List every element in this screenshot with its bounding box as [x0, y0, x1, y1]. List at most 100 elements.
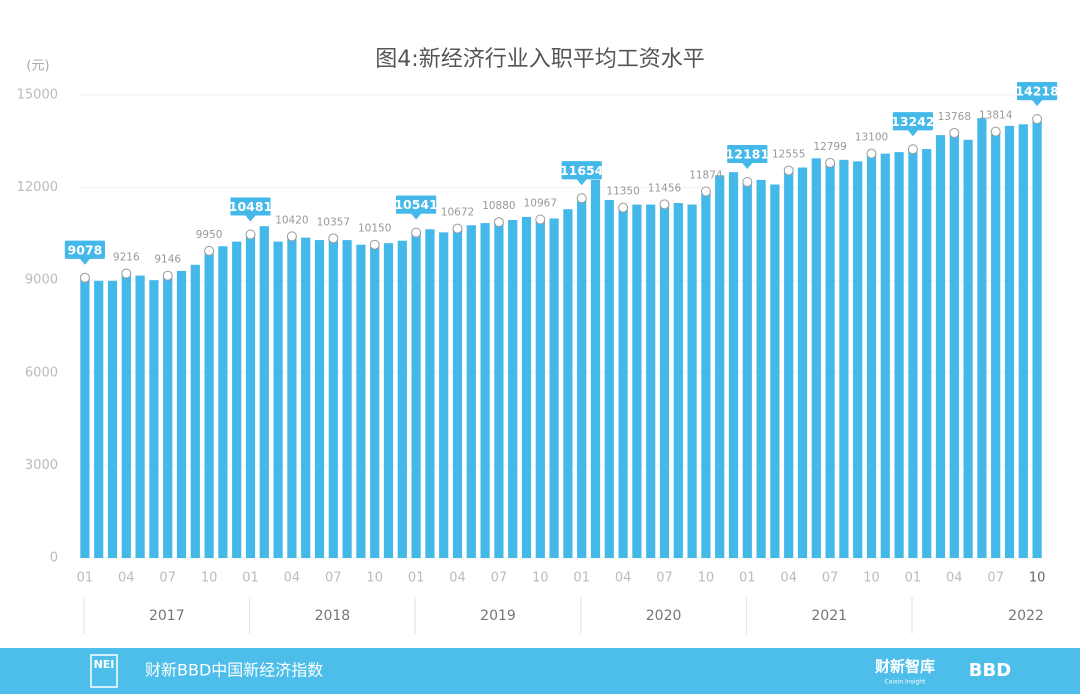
point-marker [535, 214, 546, 225]
data-label: 9216 [113, 252, 140, 264]
x-tick-label: 04 [615, 571, 632, 586]
bar [922, 149, 932, 558]
point-marker [907, 144, 918, 155]
bar [770, 184, 780, 558]
bar [563, 209, 573, 558]
point-marker [121, 268, 132, 279]
bar [80, 277, 90, 558]
data-label: 10420 [275, 214, 308, 226]
highlight-label: 13242 [891, 114, 935, 129]
bar [1018, 124, 1028, 558]
point-marker [990, 126, 1001, 137]
bar [94, 280, 104, 558]
bar [508, 220, 518, 558]
index-name: 财新BBD中国新经济指数 [145, 661, 323, 680]
highlight-box [1017, 82, 1058, 101]
year-label: 2020 [646, 608, 682, 624]
point-marker [369, 239, 380, 250]
x-tick-label: 04 [449, 571, 466, 586]
bar [328, 238, 338, 558]
point-marker [825, 157, 836, 168]
bar [535, 219, 545, 558]
data-label: 9950 [196, 229, 223, 241]
point-marker [452, 223, 463, 234]
point-marker [618, 202, 629, 213]
highlight-label: 9078 [68, 242, 103, 257]
x-tick-label: 04 [946, 571, 963, 586]
bar [521, 216, 532, 558]
bar [784, 170, 794, 558]
bar [549, 218, 559, 558]
data-label: 10150 [358, 223, 391, 235]
bar [356, 244, 366, 558]
bar [411, 232, 421, 558]
brand-sub: Caixin Insight [885, 679, 926, 686]
bar [273, 241, 283, 558]
point-marker [245, 229, 256, 240]
highlight-box [396, 195, 437, 214]
data-label: 12555 [772, 148, 805, 160]
bar [163, 275, 173, 558]
bar [866, 153, 877, 558]
footer-band [0, 648, 1080, 694]
highlight-label: 11654 [560, 163, 604, 178]
bar [245, 234, 256, 559]
bar [590, 179, 601, 558]
highlight-box [727, 145, 768, 164]
chart-title: 图4:新经济行业入职平均工资水平 [375, 47, 704, 72]
y-tick-label: 0 [50, 551, 58, 566]
year-label: 2017 [149, 608, 185, 624]
bar [452, 228, 463, 558]
bar [701, 191, 711, 558]
point-marker [79, 272, 90, 283]
bar [604, 199, 614, 559]
bar [107, 280, 118, 558]
logo: NEI [94, 658, 115, 671]
data-label: 9146 [154, 254, 181, 266]
data-label: 11350 [606, 186, 639, 198]
x-tick-label: 10 [1029, 571, 1046, 586]
point-marker [328, 233, 339, 244]
y-tick-label: 9000 [25, 273, 58, 288]
bar [935, 135, 946, 559]
data-label: 12799 [813, 141, 846, 153]
bar [646, 204, 656, 558]
data-label: 10880 [482, 200, 515, 212]
bar [756, 179, 766, 558]
bar [963, 139, 973, 559]
bar [190, 264, 200, 558]
bar [797, 167, 808, 558]
bar [811, 158, 821, 558]
point-marker [783, 165, 794, 176]
bar [301, 237, 311, 558]
y-tick-label: 6000 [25, 365, 58, 380]
point-marker [162, 270, 173, 281]
x-tick-label: 10 [532, 571, 549, 586]
bar [232, 241, 242, 558]
point-marker [866, 148, 877, 159]
bar [949, 133, 959, 558]
x-tick-label: 01 [905, 571, 922, 586]
bar [439, 232, 449, 558]
bar [618, 207, 628, 558]
bar [839, 159, 849, 558]
data-label: 13768 [938, 111, 971, 123]
x-tick-label: 10 [366, 571, 383, 586]
x-tick-label: 01 [408, 571, 425, 586]
data-label: 13814 [979, 110, 1013, 122]
bar [466, 225, 476, 559]
x-tick-label: 01 [739, 571, 756, 586]
x-tick-label: 01 [573, 571, 590, 586]
bar [149, 280, 159, 558]
highlight-label: 14218 [1015, 84, 1059, 99]
bar [991, 131, 1001, 559]
bar [1032, 119, 1042, 559]
brand: 财新智库 [875, 658, 935, 676]
bar [494, 222, 504, 559]
bar [728, 172, 739, 558]
x-tick-label: 07 [656, 571, 673, 586]
x-tick-label: 07 [325, 571, 342, 586]
highlight-box [561, 161, 602, 180]
bar [314, 240, 325, 558]
